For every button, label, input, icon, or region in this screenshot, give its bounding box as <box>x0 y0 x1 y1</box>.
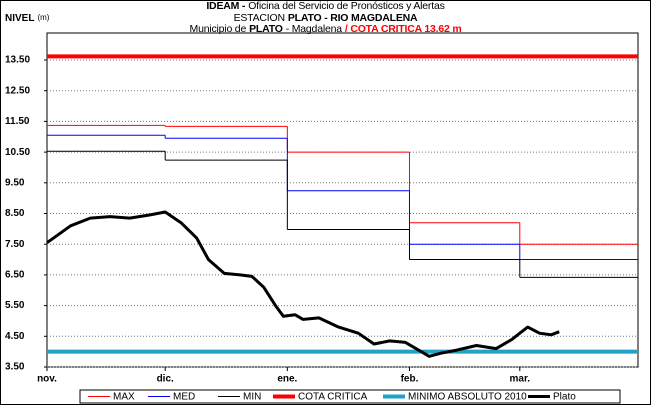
y-tick-label: 10.50 <box>5 147 30 158</box>
title-part: Municipio de <box>189 23 247 35</box>
title-line: Municipio de PLATO - Magdalena / COTA CRITI… <box>0 23 651 36</box>
x-tick-label: dic. <box>157 374 174 385</box>
x-tick-label: ene. <box>277 374 297 385</box>
y-tick-label: 6.50 <box>5 270 25 281</box>
chart-title: IDEAM - Oficina del Servicio de Pronóstic… <box>0 0 651 36</box>
legend-label: COTA CRITICA <box>298 392 368 403</box>
legend-label: MINIMO ABSOLUTO 2010 <box>408 392 527 403</box>
legend-label: MAX <box>113 392 135 403</box>
x-tick-label: nov. <box>37 374 57 385</box>
y-tick-label: 3.50 <box>5 362 25 373</box>
y-tick-label: 8.50 <box>5 208 25 219</box>
y-tick-label: 11.50 <box>5 116 30 127</box>
title-part: PLATO <box>249 23 283 35</box>
y-tick-label: 5.50 <box>5 300 25 311</box>
y-tick-label: 7.50 <box>5 239 25 250</box>
legend-label: Plato <box>553 392 576 403</box>
y-tick-label: 9.50 <box>5 177 25 188</box>
y-tick-label: 13.50 <box>5 55 30 66</box>
plot-area <box>46 32 639 368</box>
y-axis-label: NIVEL (m) <box>5 13 50 24</box>
y-axis-label-text: NIVEL <box>5 13 34 24</box>
title-part: - Magdalena <box>285 23 342 35</box>
y-axis-unit: (m) <box>37 13 49 22</box>
x-tick-label: mar. <box>510 374 531 385</box>
legend-label: MED <box>173 392 195 403</box>
title-part: IDEAM - <box>206 0 246 12</box>
title-line: IDEAM - Oficina del Servicio de Pronóstic… <box>0 0 651 13</box>
title-part: / COTA CRITICA 13.62 m <box>344 23 462 35</box>
legend-box <box>79 389 621 404</box>
title-part: Oficina del Servicio de Pronósticos y Al… <box>248 0 445 12</box>
title-part: PLATO - RIO MAGDALENA <box>287 11 418 24</box>
y-tick-label: 4.50 <box>5 331 25 342</box>
x-tick-label: feb. <box>401 374 419 385</box>
y-tick-label: 12.50 <box>5 85 30 96</box>
title-part: ESTACION <box>233 11 285 24</box>
legend-label: MIN <box>243 392 261 403</box>
series-line <box>46 210 560 358</box>
title-line: ESTACION PLATO - RIO MAGDALENA <box>0 11 651 25</box>
